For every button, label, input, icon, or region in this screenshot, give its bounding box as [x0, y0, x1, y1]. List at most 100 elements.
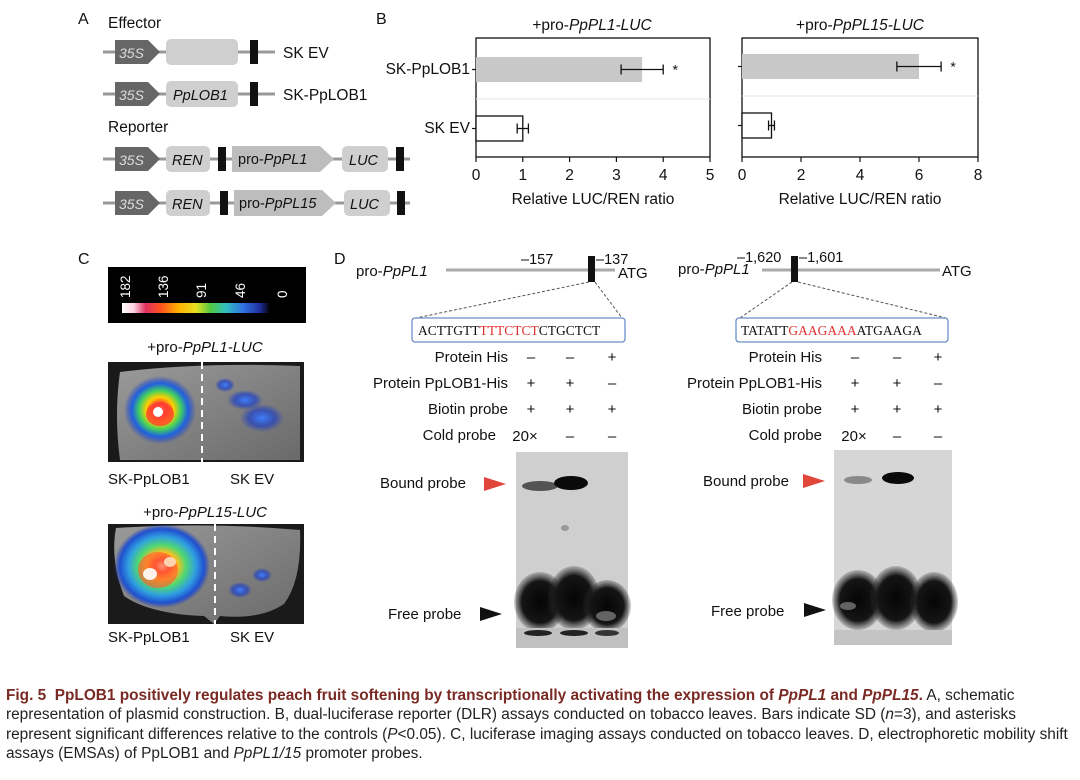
bound-band [554, 476, 588, 490]
condition-table-right: Protein His Protein PpLOB1-His Biotin pr… [687, 349, 943, 445]
free-band [870, 566, 922, 630]
promoter-arrow [115, 40, 160, 64]
bar [742, 54, 919, 79]
terminator [396, 147, 404, 171]
cell: + [893, 401, 902, 418]
color-scale-background [108, 267, 306, 323]
ren-box [166, 146, 210, 172]
bar [475, 115, 524, 142]
pro-pppl15-label: pro-PpPL15 [239, 196, 317, 212]
cell: – [608, 428, 617, 445]
row-label: Protein PpLOB1-His [373, 375, 508, 392]
promoter-label-right: pro-PpPL1 [678, 261, 750, 278]
gene-box-pplob1 [166, 81, 238, 107]
cell: – [608, 375, 617, 392]
scale-tick-136: 136 [156, 275, 171, 298]
x-tick-label: 6 [915, 167, 924, 184]
bound-probe-label-left: Bound probe [380, 475, 466, 492]
pro-arrow [232, 146, 334, 172]
cell: + [934, 349, 943, 366]
leaf2-title: +pro-PpPL15-LUC [143, 504, 267, 521]
row-label: Protein PpLOB1-His [687, 375, 822, 392]
x-tick-label: 1 [518, 167, 527, 184]
cell: + [608, 349, 617, 366]
construct-sk-ev: 35S SK EV [103, 39, 329, 65]
row-label: Cold probe [749, 427, 822, 444]
promoter-arrow [115, 191, 160, 215]
chart-left-title: +pro-PpPL1-LUC [532, 17, 652, 34]
row-label: Biotin probe [428, 401, 508, 418]
cell: + [608, 401, 617, 418]
luc-box [344, 190, 390, 216]
leaf2-label-left: SK-PpLOB1 [108, 629, 190, 646]
bound-band [844, 476, 872, 484]
bound-band [522, 481, 558, 491]
row-label: Cold probe [423, 427, 496, 444]
pro-arrow [234, 190, 336, 216]
cell: + [934, 401, 943, 418]
gene-pplob1: PpLOB1 [173, 88, 228, 104]
cell: 20× [512, 428, 537, 445]
leaf1-label-left: SK-PpLOB1 [108, 471, 190, 488]
leaf1-title: +pro-PpPL1-LUC [147, 339, 263, 356]
chart-frame [475, 37, 711, 158]
x-tick-label: 5 [706, 167, 715, 184]
chart-pppl1: 0 1 2 3 4 5 * [472, 37, 715, 184]
terminator [250, 40, 258, 64]
promoter-35s: 35S [119, 45, 145, 61]
bound-band [882, 472, 914, 484]
atg-right: ATG [942, 263, 972, 280]
free-band [583, 580, 631, 632]
bound-probe-label-right: Bound probe [703, 473, 789, 490]
free-probe-label-left: Free probe [388, 606, 461, 623]
cell: – [934, 375, 943, 392]
cell: + [851, 401, 860, 418]
scale-tick-46: 46 [233, 283, 248, 298]
ren-label: REN [172, 197, 203, 213]
cell: – [934, 428, 943, 445]
figure-caption: Fig. 5 PpLOB1 positively regulates peach… [6, 687, 1068, 763]
reporter-pppl15: 35S REN pro-PpPL15 LUC [103, 190, 410, 216]
x-tick-label: 3 [612, 167, 621, 184]
terminator [218, 147, 226, 171]
panel-c-letter: C [78, 251, 90, 268]
promoter-35s: 35S [119, 196, 145, 212]
chart-left-xlabel: Relative LUC/REN ratio [512, 191, 675, 208]
promoter-map-right: pro-PpPL1 –1,620 –1,601 ATG TATATTGAAGAA… [678, 250, 972, 343]
free-band [832, 570, 884, 630]
cell: + [851, 375, 860, 392]
gel-image-right [832, 450, 958, 645]
color-scale: 182 136 91 46 0 [108, 267, 306, 323]
construct-sk-pplob1: 35S PpLOB1 SK-PpLOB1 [103, 81, 367, 107]
leaf-image-pppl1 [108, 362, 304, 462]
promoter-label-left: pro-PpPL1 [356, 263, 428, 280]
cell: – [566, 428, 575, 445]
pro-pppl1-label: pro-PpPL1 [238, 152, 307, 168]
promoter-35s: 35S [119, 152, 145, 168]
chart-pppl15: 0 2 4 6 8 * [738, 37, 983, 184]
x-tick-label: 2 [565, 167, 574, 184]
panel-a-letter: A [78, 11, 89, 28]
luc-box [342, 146, 388, 172]
probe-seq-right: TATATTGAAGAAAATGAAGA [741, 323, 922, 338]
cell: + [527, 375, 536, 392]
x-tick-label: 8 [974, 167, 983, 184]
panel-b-letter: B [376, 11, 387, 28]
cell: – [566, 349, 575, 366]
ren-box [166, 190, 210, 216]
x-tick-label: 2 [797, 167, 806, 184]
leaf2-label-right: SK EV [230, 629, 274, 646]
promoter-35s: 35S [119, 87, 145, 103]
free-probe-label-right: Free probe [711, 603, 784, 620]
cell: – [851, 349, 860, 366]
x-tick-label: 0 [472, 167, 481, 184]
row-label: Protein His [749, 349, 822, 366]
free-band [910, 572, 958, 632]
cell: 20× [841, 428, 866, 445]
scale-tick-0: 0 [275, 290, 290, 298]
chart-right-title: +pro-PpPL15-LUC [796, 17, 925, 34]
gel-image-left [514, 452, 631, 648]
effector-title: Effector [108, 15, 161, 32]
